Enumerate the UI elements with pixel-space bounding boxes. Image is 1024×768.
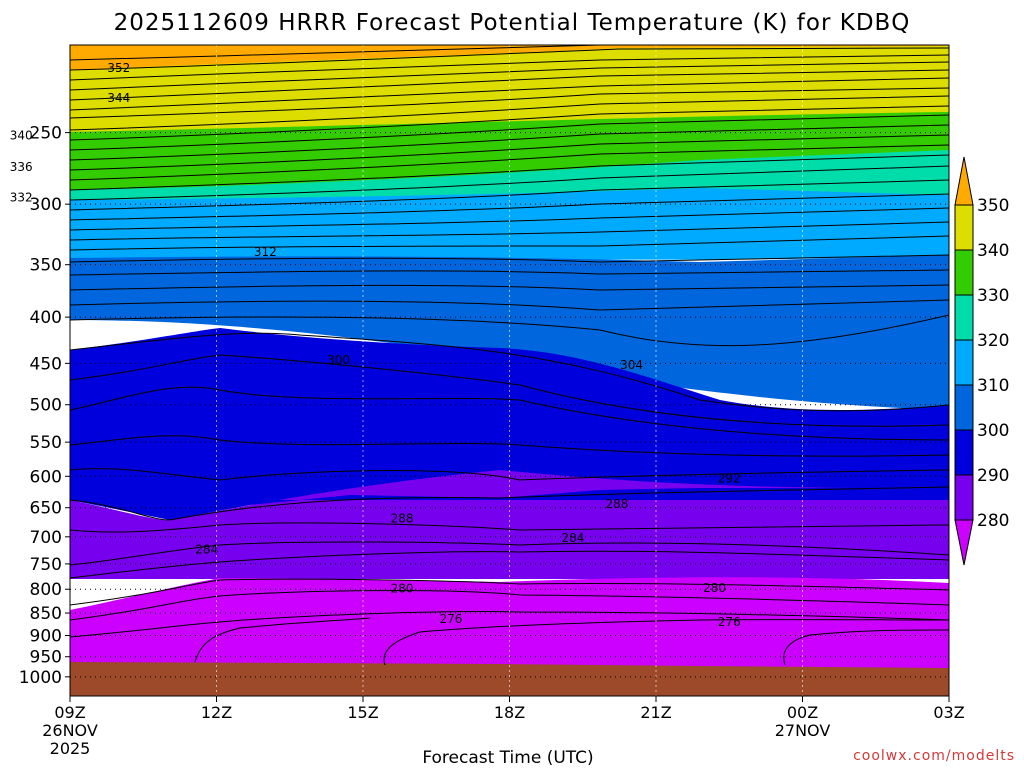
- x-tick-label: 15Z: [347, 703, 378, 722]
- colorbar-label: 330: [977, 286, 1009, 306]
- colorbar-label: 340: [977, 241, 1009, 261]
- y-tick-label: 1000: [19, 668, 62, 688]
- colorbar-bottom-arrow: [954, 519, 974, 566]
- contour-label: 332: [10, 191, 33, 205]
- band-300-310: [70, 255, 949, 410]
- x-tick-year: 2025: [50, 739, 91, 758]
- x-axis-title: Forecast Time (UTC): [422, 748, 593, 768]
- colorbar-segment: [954, 474, 974, 521]
- contour-label: 304: [620, 358, 643, 372]
- contour-label: 352: [107, 61, 130, 75]
- contour-label: 340: [10, 129, 33, 143]
- y-tick-label: 550: [30, 433, 62, 453]
- y-tick-label: 750: [30, 555, 62, 575]
- contour-label: 288: [391, 511, 414, 525]
- contour-label: 312: [254, 245, 277, 259]
- colorbar-label: 290: [977, 466, 1009, 486]
- x-tick-date: 26NOV: [42, 721, 98, 740]
- y-tick-label: 900: [30, 626, 62, 646]
- colorbar-segment: [954, 384, 974, 431]
- y-tick-label: 950: [30, 648, 62, 668]
- contour-label: 300: [327, 353, 350, 367]
- time-gridlines: [216, 45, 803, 696]
- plot-area: 3523443403363323123083003042922882882882…: [10, 44, 950, 697]
- credit-text: coolwx.com/modelts: [853, 748, 1015, 764]
- contour-label: 276: [439, 612, 462, 626]
- y-tick-label: 850: [30, 604, 62, 624]
- y-tick-label: 700: [30, 528, 62, 548]
- colorbar-label: 310: [977, 376, 1009, 396]
- x-tick-label: 12Z: [201, 703, 232, 722]
- colorbar: 280 290 300 310 320 330 340 350: [954, 156, 1009, 566]
- colorbar-segment: [954, 204, 974, 251]
- colorbar-label: 320: [977, 331, 1009, 351]
- y-tick-label: 350: [30, 256, 62, 276]
- colorbar-segment: [954, 339, 974, 386]
- colorbar-segment: [954, 249, 974, 296]
- y-tick-label: 800: [30, 580, 62, 600]
- contour-lines: [70, 45, 949, 666]
- contour-label: 344: [107, 91, 130, 105]
- contour-label: 336: [10, 160, 33, 174]
- colorbar-label: 350: [977, 196, 1009, 216]
- contour-labels: 3523443403363323123083003042922882882882…: [10, 61, 741, 629]
- colorbar-segment: [954, 294, 974, 341]
- contour-label: 288: [605, 497, 628, 511]
- x-tick-label: 21Z: [640, 703, 671, 722]
- y-axis: 2503003504004505005506006507007508008509…: [19, 124, 70, 688]
- colorbar-label: 280: [977, 511, 1009, 531]
- y-tick-label: 250: [30, 124, 62, 144]
- x-tick-label: 03Z: [933, 703, 964, 722]
- contour-label: 284: [562, 531, 585, 545]
- colorbar-segment: [954, 429, 974, 476]
- y-tick-label: 500: [30, 396, 62, 416]
- chart-title: 2025112609 HRRR Forecast Potential Tempe…: [114, 10, 911, 36]
- contour-label: 280: [391, 581, 414, 595]
- y-tick-label: 650: [30, 499, 62, 519]
- x-tick-label: 18Z: [494, 703, 525, 722]
- x-tick-label: 00Z: [787, 703, 818, 722]
- colorbar-top-arrow: [954, 156, 974, 206]
- contour-label: 280: [703, 581, 726, 595]
- band-310-320: [70, 188, 949, 260]
- x-tick-label: 09Z: [54, 703, 85, 722]
- ground: [70, 662, 949, 696]
- colorbar-label: 300: [977, 421, 1009, 441]
- contour-label: 292: [718, 471, 741, 485]
- y-tick-label: 600: [30, 467, 62, 487]
- contour-label: 284: [195, 543, 218, 557]
- contour-label: 276: [718, 615, 741, 629]
- y-tick-label: 400: [30, 308, 62, 328]
- y-tick-label: 300: [30, 195, 62, 215]
- y-tick-label: 450: [30, 354, 62, 374]
- band-290-300: [70, 328, 949, 500]
- x-tick-date: 27NOV: [775, 721, 831, 740]
